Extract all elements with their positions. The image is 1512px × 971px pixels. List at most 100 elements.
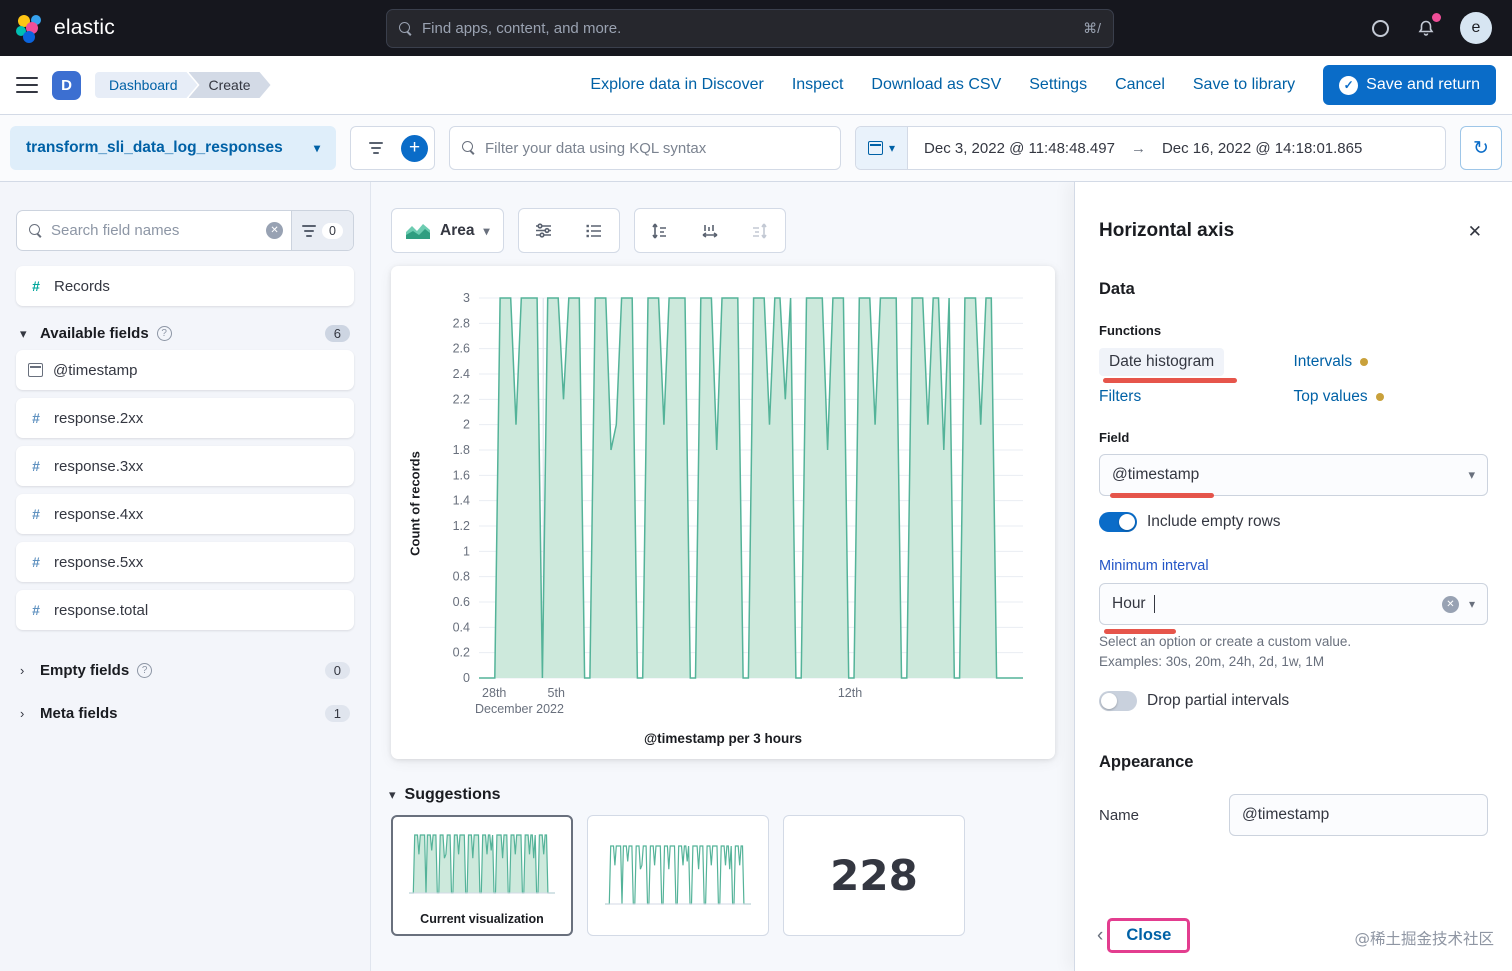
visual-options-icon[interactable] [519, 209, 569, 252]
menu-icon[interactable] [16, 77, 38, 93]
close-button[interactable]: Close [1126, 926, 1172, 944]
help-icon[interactable]: ? [156, 326, 172, 341]
cancel-link[interactable]: Cancel [1115, 76, 1165, 93]
news-feed-icon[interactable] [1414, 13, 1441, 40]
visualization-workspace: Area ▾ [371, 182, 1074, 971]
left-axis-settings-icon[interactable] [635, 209, 685, 252]
field-item-timestamp[interactable]: @timestamp [16, 350, 354, 390]
field-item-response-5xx[interactable]: # response.5xx [16, 542, 354, 582]
saved-query-icon[interactable] [357, 129, 395, 167]
number-field-icon: # [32, 602, 40, 618]
meta-fields-count: 1 [324, 705, 350, 722]
data-view-selector[interactable]: transform_sli_data_log_responses ▾ [10, 126, 336, 170]
field-search-input[interactable] [51, 222, 267, 239]
check-icon: ✓ [1339, 75, 1359, 95]
global-search-input[interactable] [422, 20, 1075, 37]
field-select-value: @timestamp [1112, 466, 1200, 483]
function-top-values[interactable]: Top values [1294, 388, 1384, 406]
clear-value-icon[interactable]: ✕ [1441, 595, 1459, 613]
field-name: response.2xx [54, 409, 144, 427]
appearance-section-label: Appearance [1099, 753, 1194, 772]
save-and-return-label: Save and return [1366, 76, 1480, 93]
clear-search-icon[interactable]: ✕ [266, 222, 284, 239]
bottom-axis-settings-icon[interactable] [685, 209, 735, 252]
inspect-link[interactable]: Inspect [791, 76, 844, 93]
suggestions-header[interactable]: ▾ Suggestions [389, 786, 1074, 804]
dimension-flyout: Horizontal axis ✕ Data Functions Date hi… [1074, 182, 1512, 971]
empty-fields-header[interactable]: › Empty fields ? 0 [20, 662, 350, 679]
interval-help-line1: Select an option or create a custom valu… [1099, 634, 1352, 649]
explore-in-discover-link[interactable]: Explore data in Discover [590, 76, 764, 93]
settings-link[interactable]: Settings [1029, 76, 1088, 93]
suggestion-metric[interactable]: 228 [783, 815, 965, 936]
svg-text:0.6: 0.6 [453, 595, 470, 609]
chevron-down-icon: ▾ [889, 141, 896, 155]
field-name: response.5xx [54, 553, 144, 571]
field-item-response-4xx[interactable]: # response.4xx [16, 494, 354, 534]
name-input[interactable] [1229, 794, 1488, 837]
functions-label: Functions [1099, 323, 1162, 338]
save-and-return-button[interactable]: ✓ Save and return [1323, 65, 1496, 105]
global-search[interactable]: ⌘/ [386, 9, 1114, 48]
suggestion-current[interactable]: Current visualization [391, 815, 573, 936]
svg-text:2: 2 [463, 418, 470, 432]
breadcrumb-dashboard[interactable]: Dashboard [95, 72, 198, 98]
field-item-response-total[interactable]: # response.total [16, 590, 354, 630]
date-quick-menu[interactable]: ▾ [856, 127, 909, 169]
field-name: response.total [54, 601, 149, 619]
download-csv-link[interactable]: Download as CSV [871, 76, 1002, 93]
user-avatar[interactable]: e [1460, 12, 1492, 44]
save-to-library-link[interactable]: Save to library [1192, 76, 1296, 93]
close-icon[interactable]: ✕ [1467, 222, 1482, 241]
field-search[interactable]: ✕ 0 [16, 210, 354, 251]
field-filter-button[interactable]: 0 [291, 211, 353, 250]
help-icon[interactable]: ? [137, 663, 153, 678]
field-name: response.4xx [54, 505, 144, 523]
drop-partial-intervals-toggle[interactable] [1099, 691, 1137, 712]
chevron-down-icon: ▾ [20, 325, 27, 341]
breadcrumb: Dashboard Create [95, 72, 271, 98]
visual-options-group [517, 208, 620, 253]
suggestion-alt-chart[interactable] [587, 815, 769, 936]
chart-type-selector[interactable]: Area ▾ [391, 208, 504, 253]
y-axis-title: Count of records [407, 451, 423, 556]
meta-fields-header[interactable]: › Meta fields 1 [20, 705, 350, 722]
function-filters[interactable]: Filters [1099, 388, 1141, 406]
svg-text:1.4: 1.4 [453, 494, 470, 508]
function-label: Intervals [1293, 353, 1353, 370]
function-date-histogram[interactable]: Date histogram [1099, 348, 1237, 383]
svg-text:12th: 12th [838, 686, 862, 700]
guided-setup-icon[interactable] [1368, 16, 1392, 40]
kql-filter[interactable] [449, 126, 841, 170]
collapse-panel-icon[interactable]: ‹ [1097, 924, 1104, 946]
brand-name: elastic [54, 16, 115, 39]
empty-fields-count: 0 [324, 662, 350, 679]
right-axis-settings-icon [735, 209, 785, 252]
suggestions-row: Current visualization 228 [391, 815, 1074, 936]
field-select[interactable]: @timestamp ▾ [1099, 454, 1488, 498]
date-start[interactable]: Dec 3, 2022 @ 11:48:48.497 [924, 139, 1115, 157]
records-field-item[interactable]: # Records [16, 266, 354, 306]
area-chart-icon [406, 223, 430, 239]
include-empty-rows-toggle[interactable] [1099, 512, 1137, 532]
minimum-interval-label: Minimum interval [1099, 558, 1209, 574]
elastic-logo[interactable]: elastic [14, 13, 115, 43]
main-chart[interactable]: 3 2.8 2.6 2.4 2.2 2 1.8 1.6 1.4 1.2 1 0.8 0.6 0.4 0.2 0… [431, 284, 1035, 728]
field-item-response-2xx[interactable]: # response.2xx [16, 398, 354, 438]
legend-settings-icon[interactable] [569, 209, 619, 252]
annotation-underline [1103, 378, 1237, 383]
field-item-response-3xx[interactable]: # response.3xx [16, 446, 354, 486]
kql-filter-input[interactable] [485, 139, 828, 157]
date-end[interactable]: Dec 16, 2022 @ 14:18:01.865 [1161, 139, 1363, 157]
function-intervals[interactable]: Intervals [1294, 353, 1369, 371]
add-filter-button[interactable]: + [401, 134, 428, 162]
chevron-down-icon: ▾ [1468, 467, 1475, 482]
dashboard-app-badge[interactable]: D [52, 70, 81, 100]
minimum-interval-input[interactable]: Hour ✕ ▾ [1099, 583, 1488, 634]
svg-text:2.8: 2.8 [453, 316, 470, 330]
refresh-button[interactable]: ↻ [1460, 126, 1502, 170]
filter-icon [302, 224, 317, 237]
available-fields-header[interactable]: ▾ Available fields ? 6 [20, 325, 350, 342]
available-fields-count: 6 [324, 325, 350, 342]
